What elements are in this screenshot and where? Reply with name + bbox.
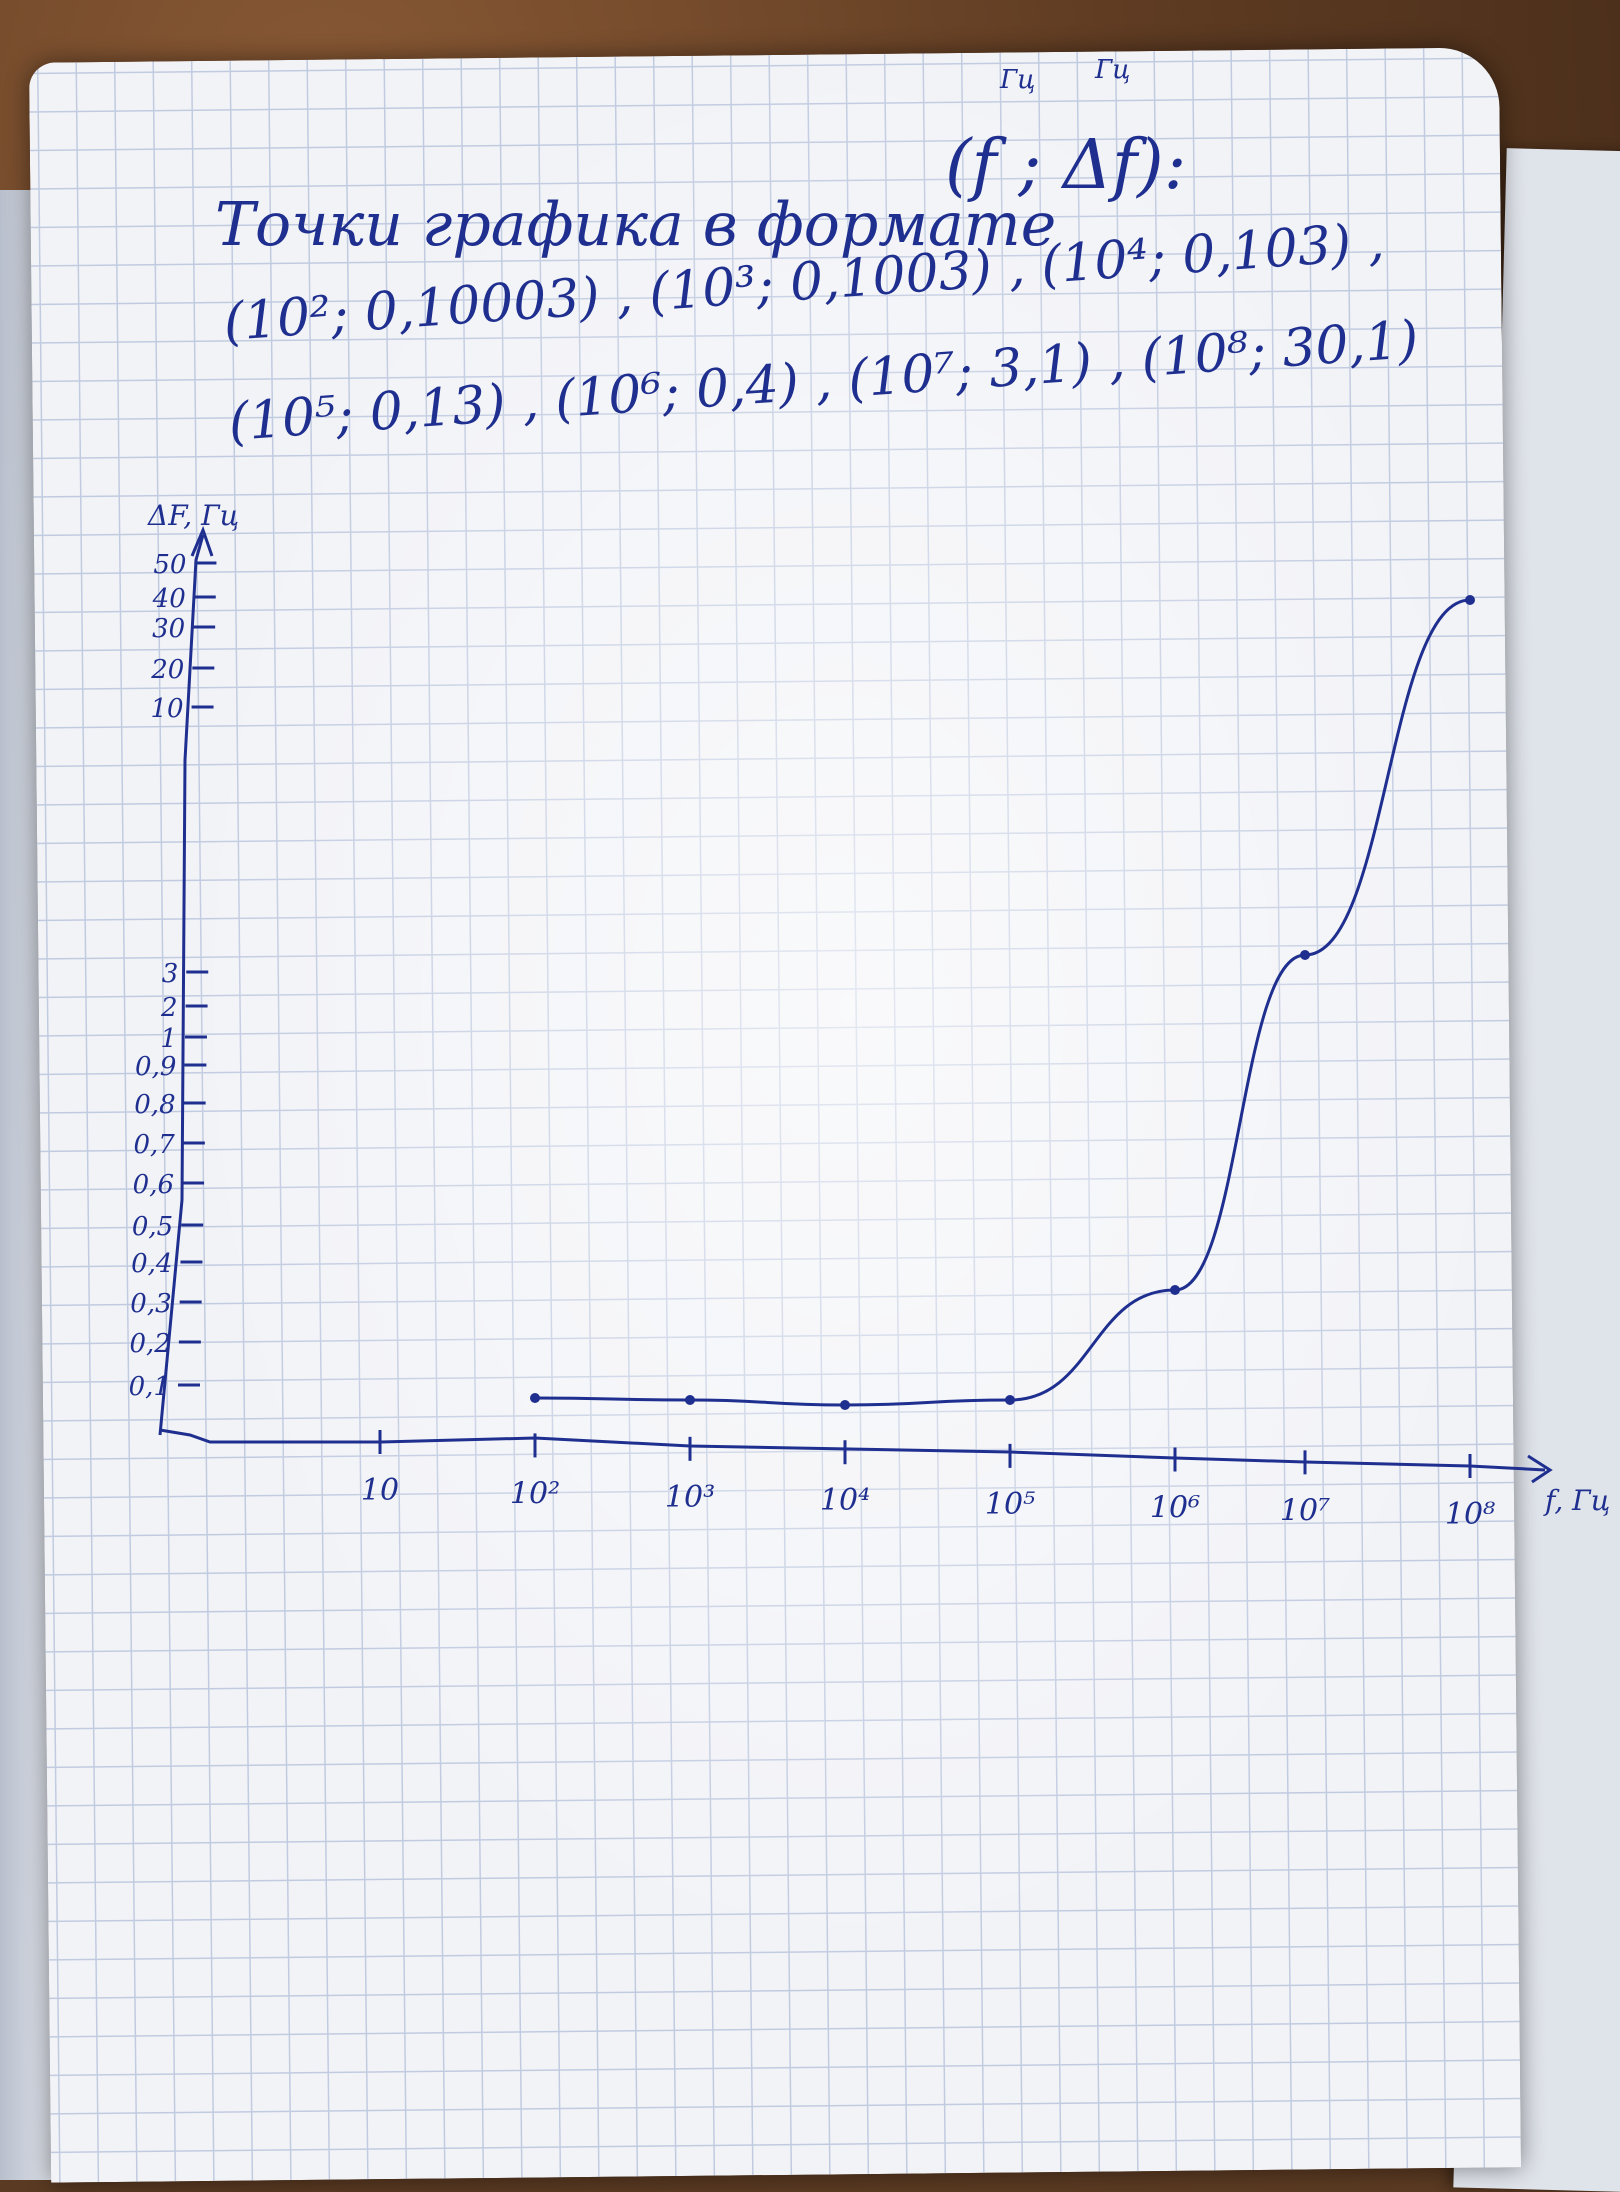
x-tick-label: 10⁸ (1445, 1497, 1495, 1532)
y-axis (158, 534, 205, 1436)
x-axis-arrow (1527, 1454, 1553, 1484)
y-tick-label: 1 (160, 1024, 177, 1054)
y-tick-label: 30 (152, 614, 185, 644)
y-tick-label: 2 (160, 993, 178, 1023)
x-tick-label: 10⁷ (1280, 1493, 1330, 1528)
y-tick-label: 0,2 (130, 1329, 171, 1359)
data-point (1300, 950, 1310, 960)
series (530, 595, 1475, 1410)
y-tick-label: 0,7 (133, 1130, 175, 1160)
data-point (1465, 595, 1475, 605)
x-axis (159, 1428, 1546, 1472)
x-tick-label: 10⁴ (820, 1483, 870, 1518)
header-format: (f ; Δf): (945, 126, 1187, 205)
header-notes: Точки графика в формате (f ; Δf): Гц Гц … (215, 55, 1420, 453)
header-title: Точки графика в формате (215, 190, 1056, 260)
y-axis-label: ΔF, Гц (147, 499, 239, 532)
y-tick-label: 0,6 (133, 1170, 174, 1200)
x-tick-label: 10 (361, 1473, 399, 1508)
y-tick-label: 0,1 (129, 1372, 170, 1402)
y-tick-label: 50 (153, 550, 186, 580)
data-point (1005, 1395, 1015, 1405)
y-tick-label: 0,5 (132, 1212, 173, 1242)
x-tick-label: 10⁶ (1150, 1490, 1200, 1525)
x-tick-label: 10⁵ (985, 1487, 1035, 1522)
y-tick-label: 0,8 (134, 1090, 175, 1120)
series-line (534, 598, 1471, 1407)
x-axis-label: f, Гц (1543, 1484, 1610, 1517)
unit-f-note: Гц (999, 65, 1035, 95)
data-point (685, 1395, 695, 1405)
y-tick-label: 40 (152, 584, 186, 614)
y-axis-arrow (190, 525, 214, 557)
data-point (1170, 1285, 1180, 1295)
data-point (840, 1400, 850, 1410)
x-ticks: 10 10² 10³ 10⁴ 10⁵ 10⁶ 10⁷ 10⁸ (361, 1430, 1495, 1532)
y-tick-label: 3 (162, 959, 179, 989)
data-point (530, 1393, 540, 1403)
y-tick-label: 10 (150, 694, 183, 724)
axes: ΔF, Гц f, Гц (147, 499, 1610, 1517)
x-tick-label: 10³ (665, 1480, 715, 1515)
y-tick-label: 20 (150, 655, 184, 685)
y-tick-label: 0,9 (135, 1052, 176, 1082)
x-tick-label: 10² (510, 1476, 560, 1511)
y-tick-label: 0,3 (130, 1289, 171, 1319)
y-tick-label: 0,4 (131, 1249, 172, 1279)
unit-df-note: Гц (1094, 55, 1130, 85)
